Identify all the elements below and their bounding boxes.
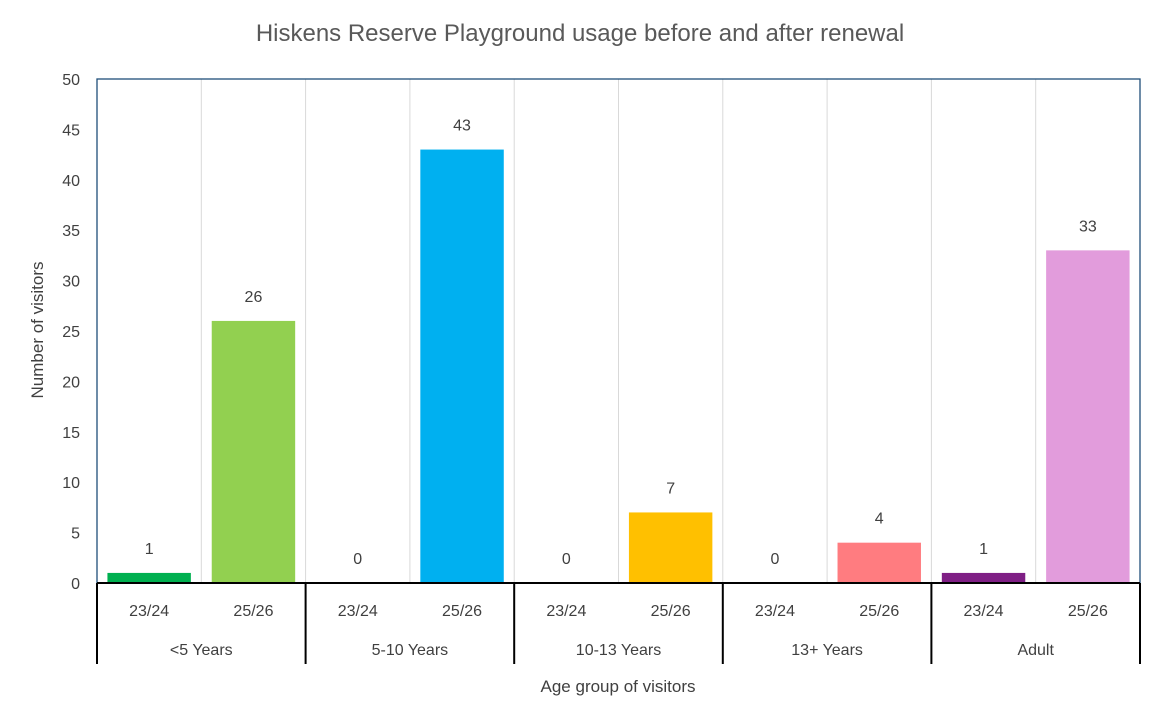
y-tick-label: 35 — [62, 223, 80, 240]
bar — [211, 320, 296, 583]
x-tick-group-label: 10-13 Years — [576, 642, 661, 659]
x-axis-title: Age group of visitors — [541, 677, 696, 696]
bar — [1046, 250, 1130, 584]
y-tick-label: 5 — [71, 526, 80, 543]
x-tick-period-label: 25/26 — [651, 603, 691, 620]
y-tick-label: 40 — [62, 173, 80, 190]
x-tick-group-label: Adult — [1017, 642, 1054, 659]
x-tick-group-label: 13+ Years — [791, 642, 863, 659]
y-tick-label: 15 — [62, 425, 80, 442]
y-tick-label: 25 — [62, 324, 80, 341]
bar — [107, 572, 191, 583]
x-tick-group-label: <5 Years — [170, 642, 233, 659]
y-axis-title: Number of visitors — [28, 262, 47, 399]
y-tick-label: 10 — [62, 475, 80, 492]
x-tick-period-label: 25/26 — [442, 603, 482, 620]
x-tick-period-label: 23/24 — [546, 603, 586, 620]
bar — [941, 572, 1026, 583]
x-tick-period-label: 23/24 — [129, 603, 169, 620]
data-label: 7 — [666, 480, 675, 497]
data-label: 26 — [245, 289, 263, 306]
y-tick-label: 20 — [62, 374, 80, 391]
y-tick-label: 30 — [62, 274, 80, 291]
data-label: 1 — [145, 541, 154, 558]
bar — [628, 512, 713, 583]
data-label: 33 — [1079, 218, 1097, 235]
y-tick-label: 0 — [71, 576, 80, 593]
data-label: 1 — [979, 541, 988, 558]
data-label: 43 — [453, 118, 471, 135]
label-layer: 1 26 0 43 0 7 0 4 1 33 — [145, 118, 1097, 568]
x-tick-period-label: 25/26 — [233, 603, 273, 620]
chart-title: Hiskens Reserve Playground usage before … — [256, 20, 904, 47]
data-label: 0 — [770, 551, 779, 568]
x-tick-group-label: 5-10 Years — [372, 642, 449, 659]
data-label: 0 — [562, 551, 571, 568]
bar — [420, 149, 504, 583]
data-label: 0 — [353, 551, 362, 568]
x-tick-period-label: 25/26 — [1068, 603, 1108, 620]
x-tick-period-label: 23/24 — [755, 603, 795, 620]
bar — [837, 542, 921, 583]
bar-layer — [107, 149, 1130, 584]
x-tick-period-label: 23/24 — [338, 603, 378, 620]
y-tick-label: 45 — [62, 122, 80, 139]
y-tick-label: 50 — [62, 72, 80, 89]
x-tick-period-label: 23/24 — [964, 603, 1004, 620]
x-tick-period-label: 25/26 — [859, 603, 899, 620]
data-label: 4 — [875, 511, 884, 528]
